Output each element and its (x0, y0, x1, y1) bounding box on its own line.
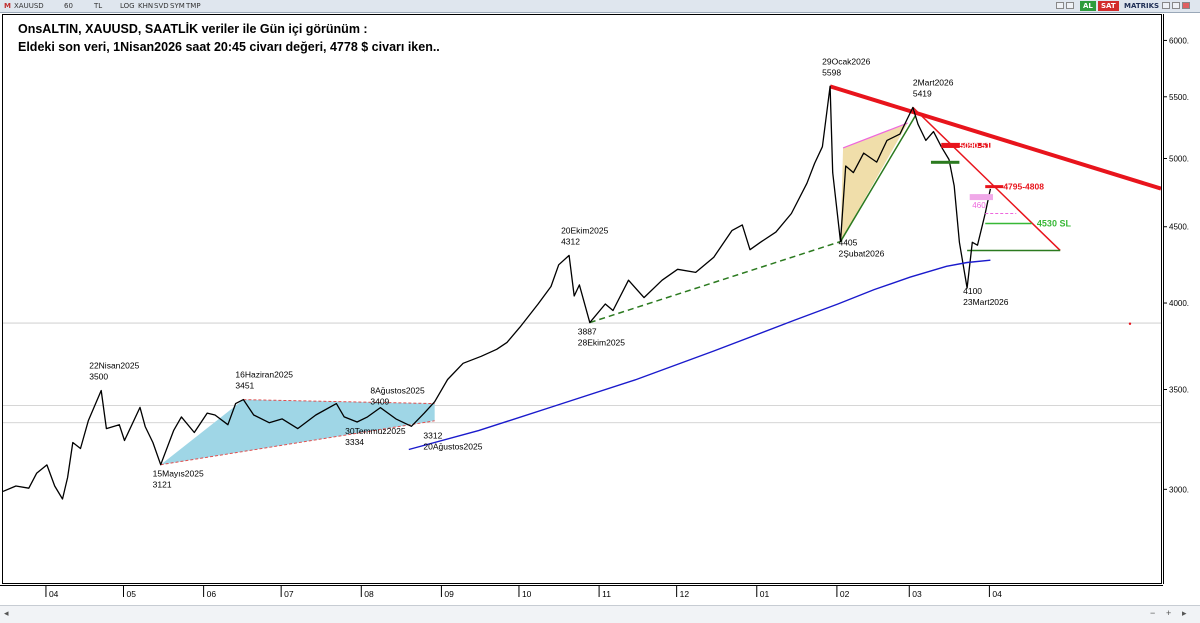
chart-heading-line1: OnsALTIN, XAUUSD, SAATLİK veriler ile Gü… (18, 22, 368, 36)
triangle-support-line (839, 115, 917, 242)
annotation-label-date: 8Ağustos2025 (370, 386, 425, 396)
annotation-label-date: 29Ocak2026 (822, 56, 870, 66)
x-tick-label: 04 (49, 589, 59, 599)
annotation-label-value: 3887 (578, 327, 597, 337)
y-tick-label: 3500. (1169, 385, 1189, 394)
annotation-label-date: 23Mart2026 (963, 297, 1009, 307)
zone-label-4795-4808: 4795-4808 (1003, 182, 1044, 192)
annotation-label-value: 3312 (423, 430, 442, 440)
annotation-label-date: 2Mart2026 (913, 77, 954, 87)
wedge-fill (160, 399, 435, 465)
dashed-support-trendline (589, 240, 841, 324)
tmp-button[interactable]: TMP (186, 2, 201, 10)
triangle-resistance-line (912, 106, 1061, 251)
zoom-out-icon[interactable]: − (1150, 608, 1156, 618)
moving-average-line (408, 259, 991, 451)
x-axis[interactable]: 04 05 06 07 08 09 10 11 12 01 02 03 04 (0, 585, 1163, 605)
wedge-lower-line (160, 420, 435, 466)
y-axis[interactable]: 3000. 3500. 4000. 4500. 5000. 5500. 6000. (1163, 14, 1200, 584)
x-tick-label: 11 (602, 589, 611, 599)
app-logo-icon: M (4, 2, 11, 10)
x-tick-label: 05 (126, 589, 136, 599)
annotation-label-date: 22Nisan2025 (89, 360, 139, 370)
period-button[interactable]: 60 (64, 2, 73, 10)
x-tick-label: 01 (760, 589, 770, 599)
sym-button[interactable]: SYM (170, 2, 185, 10)
wedge-upper-line (243, 399, 435, 405)
zone-5090-5130 (941, 142, 991, 148)
svd-button[interactable]: SVD (154, 2, 169, 10)
minimize-icon[interactable] (1162, 2, 1170, 9)
matriks-label: MATRIKS (1124, 2, 1160, 10)
marker-dot (1128, 322, 1132, 325)
y-tick-label: 5500. (1169, 93, 1189, 102)
symbol-field[interactable]: XAUUSD (14, 2, 44, 10)
annotation-label-date: 20Ekim2025 (561, 225, 609, 235)
annotation-label-date: 30Temmuz2025 (345, 426, 406, 436)
zoom-in-icon[interactable]: + (1166, 608, 1172, 618)
chart-heading-line2: Eldeki son veri, 1Nisan2026 saat 20:45 c… (18, 40, 440, 54)
annotation-label-date: 28Ekim2025 (578, 338, 626, 348)
x-tick-label: 10 (522, 589, 532, 599)
x-tick-label: 06 (207, 589, 217, 599)
triangle-upper-line (842, 122, 908, 149)
x-tick-label: 08 (364, 589, 374, 599)
log-button[interactable]: LOG (120, 2, 135, 10)
annotation-label-date: 2Şubat2026 (838, 249, 884, 259)
annotation-label-value: 3121 (153, 480, 172, 490)
y-tick-label: 5000. (1169, 155, 1189, 164)
window-title-bar: M XAUUSD 60 TL LOG KHN SVD SYM TMP AL SA… (0, 0, 1200, 13)
annotation-label-value: 4312 (561, 236, 580, 246)
support-tick (930, 160, 960, 164)
chart-area[interactable]: 5090-5130 4795-4808 460 4530 SL 22Nisan2025 3… (2, 14, 1162, 584)
y-tick-label: 4500. (1169, 223, 1189, 232)
scroll-right-icon[interactable]: ▸ (1182, 608, 1187, 618)
x-tick-label: 04 (992, 589, 1002, 599)
maximize-icon[interactable] (1172, 2, 1180, 9)
pink-level-label: 460 (972, 201, 986, 210)
x-tick-label: 03 (912, 589, 922, 599)
main-resistance-line (829, 84, 1161, 191)
annotation-label-date: 15Mayıs2025 (153, 469, 204, 479)
scroll-left-icon[interactable]: ◂ (4, 608, 9, 618)
annotation-label-value: 5419 (913, 88, 932, 98)
buy-flag[interactable]: AL (1080, 1, 1096, 11)
window-options-icon[interactable] (1056, 2, 1064, 9)
currency-button[interactable]: TL (94, 2, 103, 10)
annotation-label-value: 3334 (345, 437, 364, 447)
annotation-label-value: 5598 (822, 67, 841, 77)
x-tick-label: 09 (444, 589, 454, 599)
annotation-label-date: 16Haziran2025 (235, 370, 293, 380)
window-lock-icon[interactable] (1066, 2, 1074, 9)
x-tick-label: 07 (284, 589, 294, 599)
annotation-label-value: 3500 (89, 371, 108, 381)
y-tick-label: 3000. (1169, 485, 1189, 494)
annotation-label-value: 3409 (370, 397, 389, 407)
x-tick-label: 02 (840, 589, 850, 599)
bottom-scroll-bar[interactable]: ◂ − + ▸ (0, 605, 1200, 623)
zone-label-5090-5130: 5090-5130 (959, 140, 1000, 150)
pink-zone-mark (969, 194, 993, 201)
stop-loss-label: 4530 SL (1037, 218, 1072, 228)
annotation-label-value: 4100 (963, 286, 982, 296)
annotation-label-value: 3451 (235, 381, 254, 391)
khn-button[interactable]: KHN (138, 2, 154, 10)
sell-flag[interactable]: SAT (1098, 1, 1119, 11)
annotation-label-date: 20Ağustos2025 (423, 441, 482, 451)
annotation-label-value: 4405 (838, 238, 857, 248)
price-line (3, 85, 992, 500)
x-tick-label: 12 (680, 589, 690, 599)
y-tick-label: 6000. (1169, 36, 1189, 45)
close-icon[interactable] (1182, 2, 1190, 9)
y-tick-label: 4000. (1169, 299, 1189, 308)
